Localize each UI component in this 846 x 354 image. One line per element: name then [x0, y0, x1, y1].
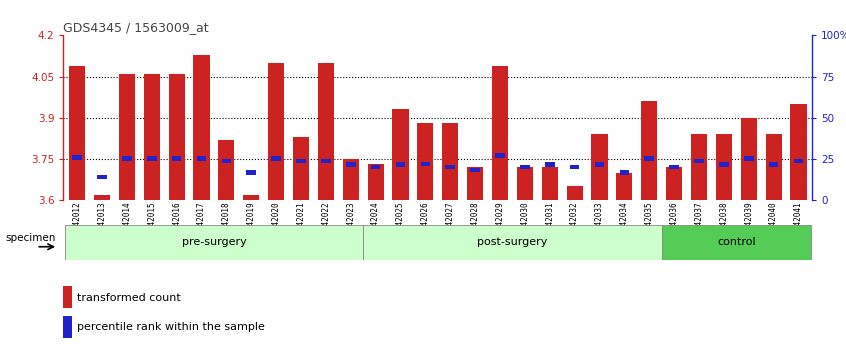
Bar: [293, 137, 309, 200]
Bar: [72, 155, 82, 160]
Bar: [172, 156, 182, 160]
Bar: [616, 172, 633, 200]
Bar: [118, 74, 135, 200]
Bar: [766, 134, 782, 200]
Bar: [64, 225, 363, 260]
Bar: [318, 63, 334, 200]
Bar: [346, 162, 355, 166]
Bar: [445, 165, 455, 169]
Bar: [222, 159, 231, 163]
Bar: [218, 140, 234, 200]
Bar: [144, 74, 160, 200]
Bar: [363, 225, 662, 260]
Bar: [196, 156, 206, 161]
Bar: [794, 159, 804, 163]
Text: specimen: specimen: [5, 233, 56, 243]
Bar: [122, 156, 132, 160]
Bar: [641, 101, 657, 200]
Bar: [740, 118, 757, 200]
Bar: [69, 65, 85, 200]
Bar: [645, 156, 654, 160]
Bar: [168, 74, 184, 200]
Bar: [467, 167, 483, 200]
Bar: [63, 286, 73, 308]
Bar: [272, 156, 281, 160]
Bar: [541, 167, 558, 200]
Bar: [63, 316, 73, 338]
Bar: [769, 162, 778, 166]
Bar: [517, 167, 533, 200]
Bar: [619, 170, 629, 175]
Bar: [666, 167, 682, 200]
Bar: [367, 164, 384, 200]
Text: GDS4345 / 1563009_at: GDS4345 / 1563009_at: [63, 21, 209, 34]
Bar: [492, 65, 508, 200]
Bar: [147, 156, 157, 160]
Bar: [296, 159, 306, 163]
Bar: [246, 170, 256, 175]
Bar: [343, 159, 359, 200]
Bar: [470, 168, 480, 172]
Bar: [744, 156, 754, 160]
Bar: [669, 165, 679, 169]
Bar: [371, 165, 381, 169]
Bar: [97, 175, 107, 179]
Text: pre-surgery: pre-surgery: [182, 238, 246, 247]
Bar: [520, 165, 530, 169]
Bar: [393, 109, 409, 200]
Bar: [545, 162, 555, 166]
Bar: [321, 159, 331, 163]
Bar: [591, 134, 607, 200]
Bar: [495, 153, 505, 158]
Bar: [567, 186, 583, 200]
Bar: [396, 162, 405, 166]
Bar: [417, 123, 433, 200]
Bar: [716, 134, 732, 200]
Bar: [569, 165, 580, 169]
Bar: [691, 134, 707, 200]
Bar: [194, 55, 210, 200]
Bar: [790, 104, 806, 200]
Bar: [94, 195, 110, 200]
Bar: [268, 63, 284, 200]
Text: post-surgery: post-surgery: [477, 238, 547, 247]
Bar: [719, 162, 728, 166]
Text: control: control: [717, 238, 755, 247]
Bar: [694, 159, 704, 163]
Bar: [243, 195, 260, 200]
Bar: [662, 225, 811, 260]
Bar: [420, 161, 431, 166]
Bar: [442, 123, 459, 200]
Text: percentile rank within the sample: percentile rank within the sample: [77, 322, 265, 332]
Text: transformed count: transformed count: [77, 292, 180, 303]
Bar: [595, 162, 604, 166]
